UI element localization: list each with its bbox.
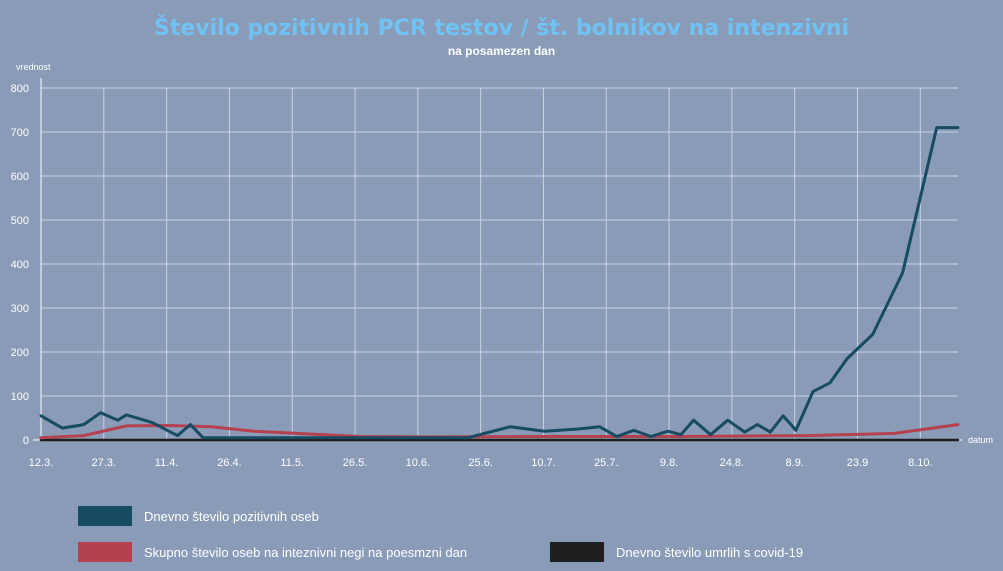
x-tick-label: 25.6. — [468, 457, 492, 469]
x-tick-label: 12.3. — [29, 457, 53, 469]
legend-item-icu: Skupno število oseb na inteznivni negi n… — [78, 542, 467, 562]
y-tick-labels: 0 100 200 300 400 500 600 700 800 — [11, 83, 29, 447]
x-tick-label: 25.7. — [594, 457, 618, 469]
x-tick-label: 27.3. — [92, 457, 116, 469]
x-tick-label: 11.5. — [280, 457, 304, 469]
y-tick-label: 200 — [11, 347, 29, 359]
x-tick-label: 10.6. — [406, 457, 430, 469]
series-line-0 — [39, 126, 960, 440]
y-tick-label: 0 — [23, 435, 29, 447]
x-tick-label: 26.5. — [343, 457, 367, 469]
y-tick-label: 400 — [11, 259, 29, 271]
legend-label: Skupno število oseb na inteznivni negi n… — [144, 544, 468, 560]
x-tick-labels: 12.3. 27.3. 11.4. 26.4. 11.5. 26.5. 10.6. 25.6.… — [29, 457, 933, 469]
y-tick-label: 300 — [11, 303, 29, 315]
x-tick-label: 24.8. — [720, 457, 744, 469]
y-tick-label: 100 — [11, 391, 29, 403]
x-tick-label: 26.4. — [217, 457, 241, 469]
y-tick-label: 500 — [11, 215, 29, 227]
x-tick-label: 23.9 — [847, 457, 868, 469]
legend-label: Dnevno število pozitivnih oseb — [144, 508, 319, 524]
chart-title: Število pozitivnih PCR testov / št. boln… — [153, 16, 850, 41]
legend-swatch — [78, 542, 132, 562]
legend-swatch — [78, 506, 132, 526]
y-tick-label: 600 — [11, 171, 29, 183]
y-tick-label: 800 — [11, 83, 29, 95]
legend-item-deaths: Dnevno število umrlih s covid-19 — [550, 542, 803, 562]
y-tick-label: 700 — [11, 127, 29, 139]
x-tick-label: 9.8. — [660, 457, 678, 469]
chart-subtitle: na posamezen dan — [447, 44, 556, 58]
legend-swatch — [550, 542, 604, 562]
x-tick-label: 8.9. — [786, 457, 804, 469]
x-axis-label: datum — [968, 435, 993, 445]
legend-item-positive: Dnevno število pozitivnih oseb — [78, 506, 319, 526]
series-line-1 — [39, 423, 960, 440]
legend-label: Dnevno število umrlih s covid-19 — [616, 544, 804, 560]
x-tick-label: 10.7. — [531, 457, 555, 469]
x-tick-label: 8.10. — [908, 457, 932, 469]
y-axis-label: vrednost — [16, 62, 51, 72]
series-lines — [39, 126, 960, 442]
x-tick-label: 11.4. — [155, 457, 179, 469]
